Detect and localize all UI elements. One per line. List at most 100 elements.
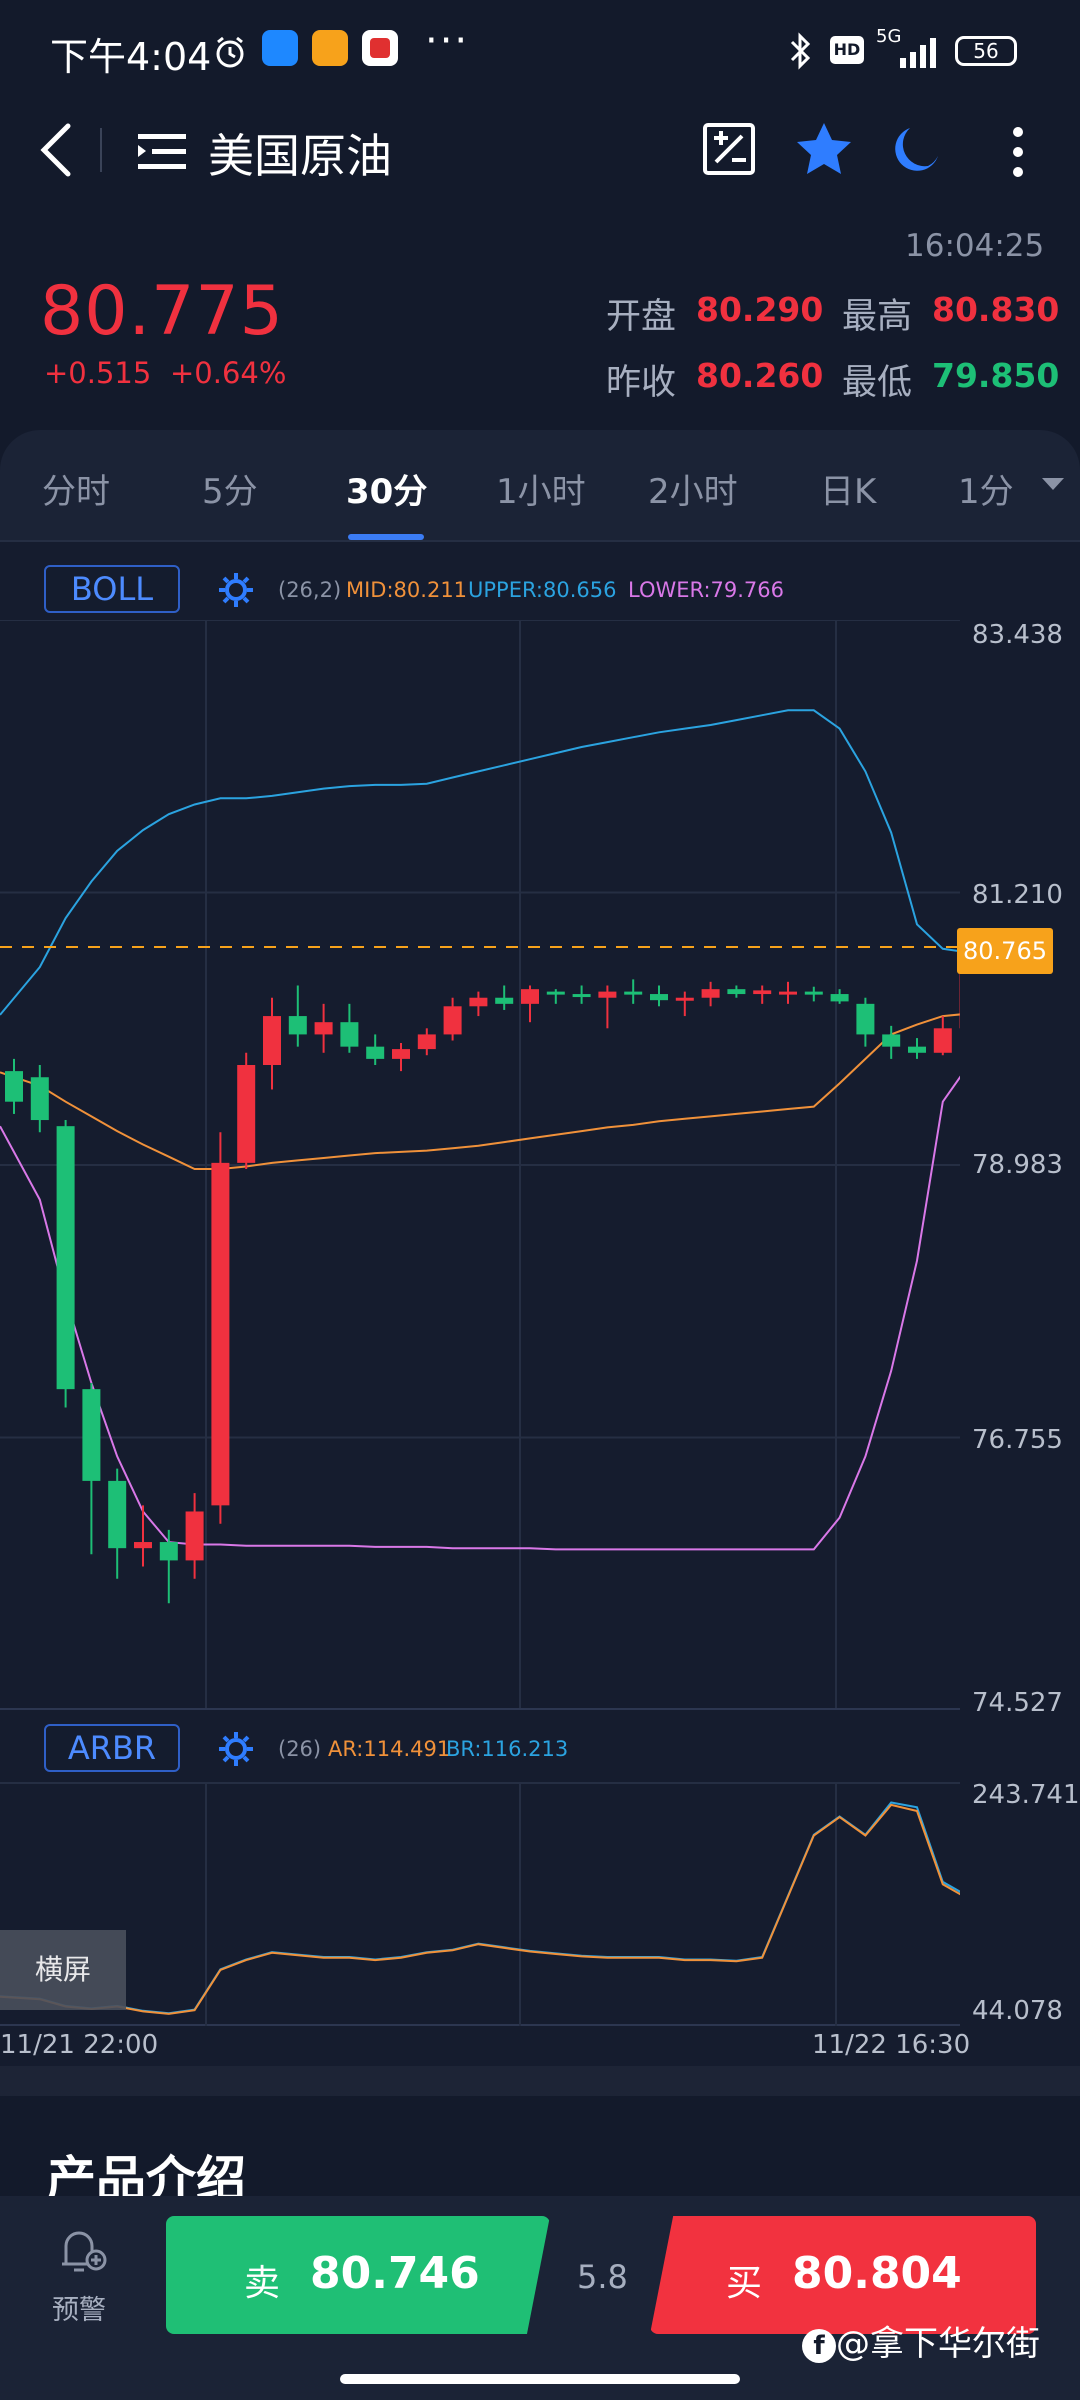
candle-body <box>908 1046 926 1053</box>
app-header: 美国原油 <box>0 100 1080 210</box>
candle-body <box>830 994 849 1002</box>
boll-settings-gear-icon[interactable] <box>216 570 256 610</box>
home-indicator[interactable] <box>340 2374 740 2384</box>
app-notification-icon <box>362 30 398 66</box>
price-axis-tick: 74.527 <box>972 1688 1063 1718</box>
tab-2hour[interactable]: 2小时 <box>648 472 738 512</box>
candle-body <box>82 1389 101 1481</box>
favorite-star-icon[interactable] <box>794 120 854 178</box>
price-alert-bell-icon[interactable] <box>52 2220 112 2280</box>
status-time: 下午4:04 <box>50 35 212 79</box>
candle-body <box>134 1542 152 1549</box>
candle-body <box>340 1022 359 1047</box>
time-axis-start: 11/21 22:00 <box>0 2030 159 2060</box>
price-axis-tick: 83.438 <box>972 620 1063 650</box>
arbr-axis-tick: 44.078 <box>972 1996 1063 2026</box>
tab-dropdown-icon[interactable] <box>1040 476 1066 492</box>
candle-body <box>237 1065 256 1163</box>
last-price-tag: 80.765 <box>957 928 1053 974</box>
arbr-chart[interactable] <box>0 1782 960 2026</box>
candle-body <box>804 991 823 995</box>
candle-body <box>5 1071 23 1102</box>
page-title: 美国原油 <box>208 129 392 183</box>
arbr-axis-tick: 243.741 <box>972 1780 1080 1810</box>
bluetooth-icon <box>790 32 811 70</box>
price-change-pct: +0.64% <box>170 356 287 390</box>
price-axis-tick: 81.210 <box>972 880 1063 910</box>
tab-1hour[interactable]: 1小时 <box>496 472 586 512</box>
app-notification-icon <box>262 30 298 66</box>
quote-time: 16:04:25 <box>905 228 1045 264</box>
landscape-button[interactable]: 横屏 <box>0 1930 126 2010</box>
arbr-settings-gear-icon[interactable] <box>216 1729 256 1769</box>
header-divider <box>100 128 102 172</box>
arbr-indicator-button[interactable]: ARBR <box>44 1724 180 1772</box>
watermark: f @拿下华尔街 <box>802 2316 1040 2365</box>
candle-body <box>56 1126 75 1390</box>
candle-body <box>108 1480 127 1549</box>
candle-body <box>159 1542 178 1561</box>
high-value: 80.830 <box>932 290 1060 329</box>
section-divider <box>0 2066 1080 2096</box>
chart-area <box>0 540 1080 2066</box>
candle-body <box>779 991 797 995</box>
open-label: 开盘 <box>606 297 677 337</box>
arbr-ar-value: AR:114.491 <box>328 1737 451 1761</box>
candle-body <box>366 1046 385 1059</box>
candle-body <box>495 997 514 1004</box>
candle-body <box>598 991 617 998</box>
boll-indicator-button[interactable]: BOLL <box>44 565 180 613</box>
buy-label: 买 <box>726 2263 763 2304</box>
last-price: 80.775 <box>40 272 284 351</box>
back-icon[interactable] <box>36 122 76 178</box>
price-axis-tick: 78.983 <box>972 1150 1063 1180</box>
boll-mid-value: MID:80.211 <box>346 578 468 602</box>
candle-body <box>675 997 694 1001</box>
network-type: 5G <box>876 26 902 47</box>
boll-upper-value: UPPER:80.656 <box>468 578 617 602</box>
candle-body <box>701 989 720 998</box>
time-axis-end: 11/22 16:30 <box>812 2030 971 2060</box>
boll-lower-line <box>0 1075 960 1551</box>
candle-body <box>882 1034 901 1047</box>
sell-price: 80.746 <box>310 2248 480 2299</box>
alarm-icon <box>216 36 244 68</box>
battery-indicator: 56 <box>955 36 1017 66</box>
menu-list-icon[interactable] <box>134 128 190 176</box>
sell-button[interactable]: 卖 80.746 <box>166 2216 550 2334</box>
candle-body <box>753 990 772 995</box>
buy-price: 80.804 <box>792 2248 962 2299</box>
status-bar: 下午4:04 ··· HD 5G 56 <box>0 0 1080 100</box>
price-alert-label[interactable]: 预警 <box>52 2295 106 2326</box>
candle-body <box>521 989 539 1004</box>
low-value: 79.850 <box>932 356 1060 395</box>
more-options-icon[interactable] <box>1010 126 1026 178</box>
arbr-br-value: BR:116.213 <box>446 1737 569 1761</box>
tab-5min[interactable]: 5分 <box>202 472 258 512</box>
chart-top-divider <box>0 540 1080 542</box>
candle-body <box>417 1034 436 1050</box>
buy-button[interactable]: 买 80.804 <box>650 2216 1036 2334</box>
candle-body <box>392 1049 410 1059</box>
candle-body <box>650 994 668 1001</box>
tab-1min[interactable]: 1分 <box>958 472 1014 512</box>
candle-body <box>288 1016 307 1035</box>
boll-upper-line <box>0 709 960 1016</box>
candlestick-chart[interactable] <box>0 620 960 1710</box>
active-tab-indicator <box>348 534 424 540</box>
tab-daily-k[interactable]: 日K <box>820 472 877 512</box>
low-label: 最低 <box>842 363 913 403</box>
boll-mid-line <box>0 1013 960 1170</box>
open-value: 80.290 <box>696 290 824 329</box>
tab-timeshare[interactable]: 分时 <box>42 472 110 512</box>
boll-lower-value: LOWER:79.766 <box>628 578 785 602</box>
more-notifications-icon: ··· <box>425 18 470 64</box>
price-change: +0.515 <box>44 356 152 390</box>
candle-body <box>727 989 746 995</box>
candle-body <box>211 1162 230 1506</box>
tab-30min[interactable]: 30分 <box>346 472 428 512</box>
facebook-logo-icon: f <box>802 2328 836 2363</box>
night-mode-icon[interactable] <box>888 122 944 178</box>
calculator-icon[interactable] <box>702 122 756 176</box>
candle-body <box>856 1003 875 1035</box>
